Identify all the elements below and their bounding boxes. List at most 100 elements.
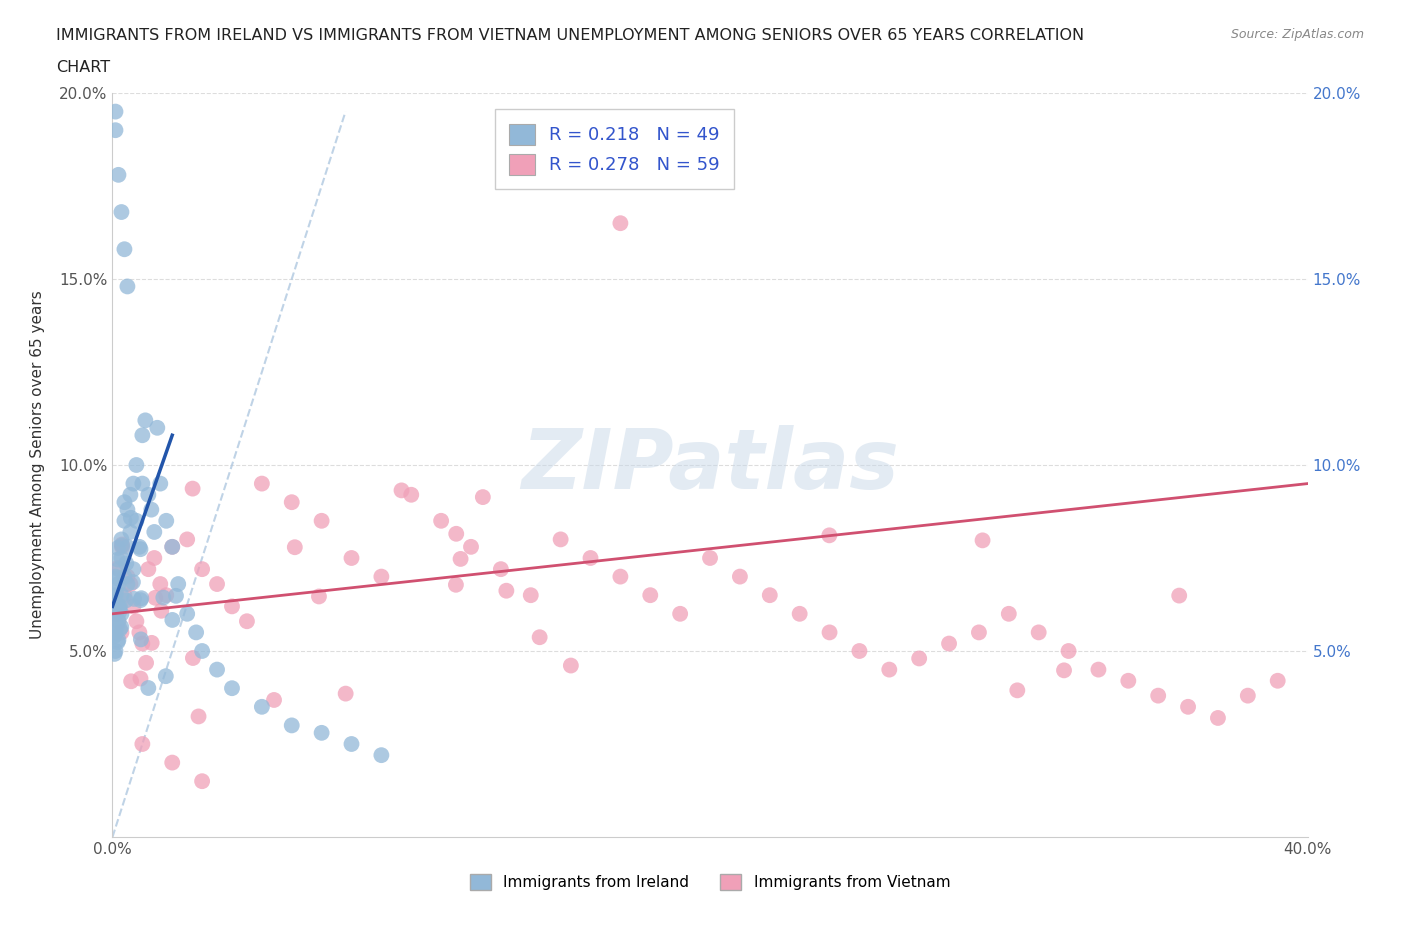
Point — [205, 662, 228, 677]
Point — [149, 476, 172, 491]
Point — [155, 669, 177, 684]
Point — [759, 588, 782, 603]
Point — [221, 681, 243, 696]
Point — [129, 542, 152, 557]
Point — [1177, 699, 1199, 714]
Point — [560, 658, 582, 673]
Point — [114, 588, 135, 603]
Point — [495, 583, 517, 598]
Point — [155, 513, 177, 528]
Point — [967, 625, 990, 640]
Point — [131, 636, 153, 651]
Point — [131, 428, 153, 443]
Point — [107, 614, 129, 629]
Point — [848, 644, 870, 658]
Point — [186, 625, 208, 640]
Point — [104, 588, 127, 603]
Point — [120, 674, 142, 689]
Point — [107, 167, 129, 182]
Text: IMMIGRANTS FROM IRELAND VS IMMIGRANTS FROM VIETNAM UNEMPLOYMENT AMONG SENIORS OV: IMMIGRANTS FROM IRELAND VS IMMIGRANTS FR… — [56, 28, 1084, 43]
Point — [120, 525, 142, 539]
Point — [728, 569, 751, 584]
Point — [103, 628, 125, 643]
Point — [136, 681, 159, 696]
Point — [311, 513, 333, 528]
Point — [1267, 673, 1289, 688]
Point — [111, 539, 134, 554]
Point — [489, 562, 512, 577]
Point — [114, 495, 135, 510]
Point — [162, 755, 183, 770]
Point — [120, 577, 142, 591]
Point — [125, 614, 148, 629]
Point — [111, 537, 134, 551]
Point — [401, 487, 423, 502]
Point — [176, 606, 198, 621]
Point — [129, 632, 152, 647]
Point — [340, 551, 363, 565]
Point — [181, 651, 204, 666]
Y-axis label: Unemployment Among Seniors over 65 years: Unemployment Among Seniors over 65 years — [31, 291, 45, 640]
Point — [117, 279, 139, 294]
Text: ZIPatlas: ZIPatlas — [522, 424, 898, 506]
Point — [167, 577, 190, 591]
Point — [122, 562, 145, 577]
Point — [107, 632, 129, 647]
Point — [129, 592, 152, 607]
Point — [340, 737, 363, 751]
Point — [998, 606, 1021, 621]
Point — [818, 625, 841, 640]
Point — [134, 413, 156, 428]
Point — [120, 511, 142, 525]
Point — [187, 709, 209, 724]
Point — [391, 483, 413, 498]
Point — [110, 532, 132, 547]
Point — [104, 644, 127, 658]
Point — [1206, 711, 1229, 725]
Point — [115, 556, 138, 571]
Point — [250, 699, 273, 714]
Point — [104, 569, 127, 584]
Point — [105, 571, 128, 586]
Point — [107, 599, 129, 614]
Point — [162, 539, 183, 554]
Point — [128, 539, 150, 554]
Point — [370, 748, 392, 763]
Point — [103, 646, 125, 661]
Point — [579, 551, 602, 565]
Point — [104, 585, 127, 600]
Point — [110, 551, 132, 565]
Point — [1007, 683, 1029, 698]
Point — [122, 599, 145, 614]
Point — [104, 625, 127, 640]
Point — [138, 487, 160, 502]
Point — [308, 589, 330, 604]
Point — [110, 205, 132, 219]
Point — [1053, 663, 1076, 678]
Point — [117, 569, 139, 584]
Point — [609, 569, 631, 584]
Point — [108, 621, 131, 636]
Point — [1057, 644, 1080, 658]
Point — [107, 577, 129, 591]
Point — [1168, 588, 1191, 603]
Point — [669, 606, 692, 621]
Point — [281, 718, 304, 733]
Point — [110, 619, 132, 634]
Point — [609, 216, 631, 231]
Point — [122, 476, 145, 491]
Point — [131, 591, 153, 605]
Point — [107, 540, 129, 555]
Point — [221, 599, 243, 614]
Point — [311, 725, 333, 740]
Point — [129, 671, 152, 686]
Point — [108, 599, 131, 614]
Point — [250, 476, 273, 491]
Point — [131, 476, 153, 491]
Point — [181, 481, 204, 496]
Point — [162, 539, 183, 554]
Point — [122, 591, 145, 606]
Point — [284, 539, 307, 554]
Text: Source: ZipAtlas.com: Source: ZipAtlas.com — [1230, 28, 1364, 41]
Point — [104, 606, 127, 621]
